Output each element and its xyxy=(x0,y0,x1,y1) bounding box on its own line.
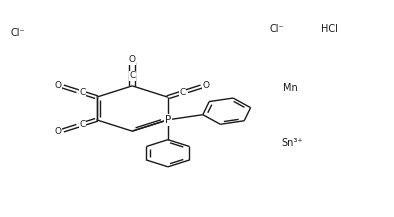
Text: Sn³⁺: Sn³⁺ xyxy=(281,138,303,148)
Text: C: C xyxy=(79,120,85,129)
Text: C: C xyxy=(129,71,136,81)
Text: C: C xyxy=(79,88,85,97)
Text: O: O xyxy=(55,127,62,136)
Text: Mn: Mn xyxy=(283,83,298,93)
Text: HCl: HCl xyxy=(321,24,338,34)
Text: C: C xyxy=(179,88,185,97)
Text: O: O xyxy=(203,81,210,90)
Text: O: O xyxy=(55,81,62,90)
Text: Cl⁻: Cl⁻ xyxy=(11,28,25,38)
Text: O: O xyxy=(129,55,136,64)
Text: P: P xyxy=(165,115,171,125)
Text: Cl⁻: Cl⁻ xyxy=(269,24,284,34)
